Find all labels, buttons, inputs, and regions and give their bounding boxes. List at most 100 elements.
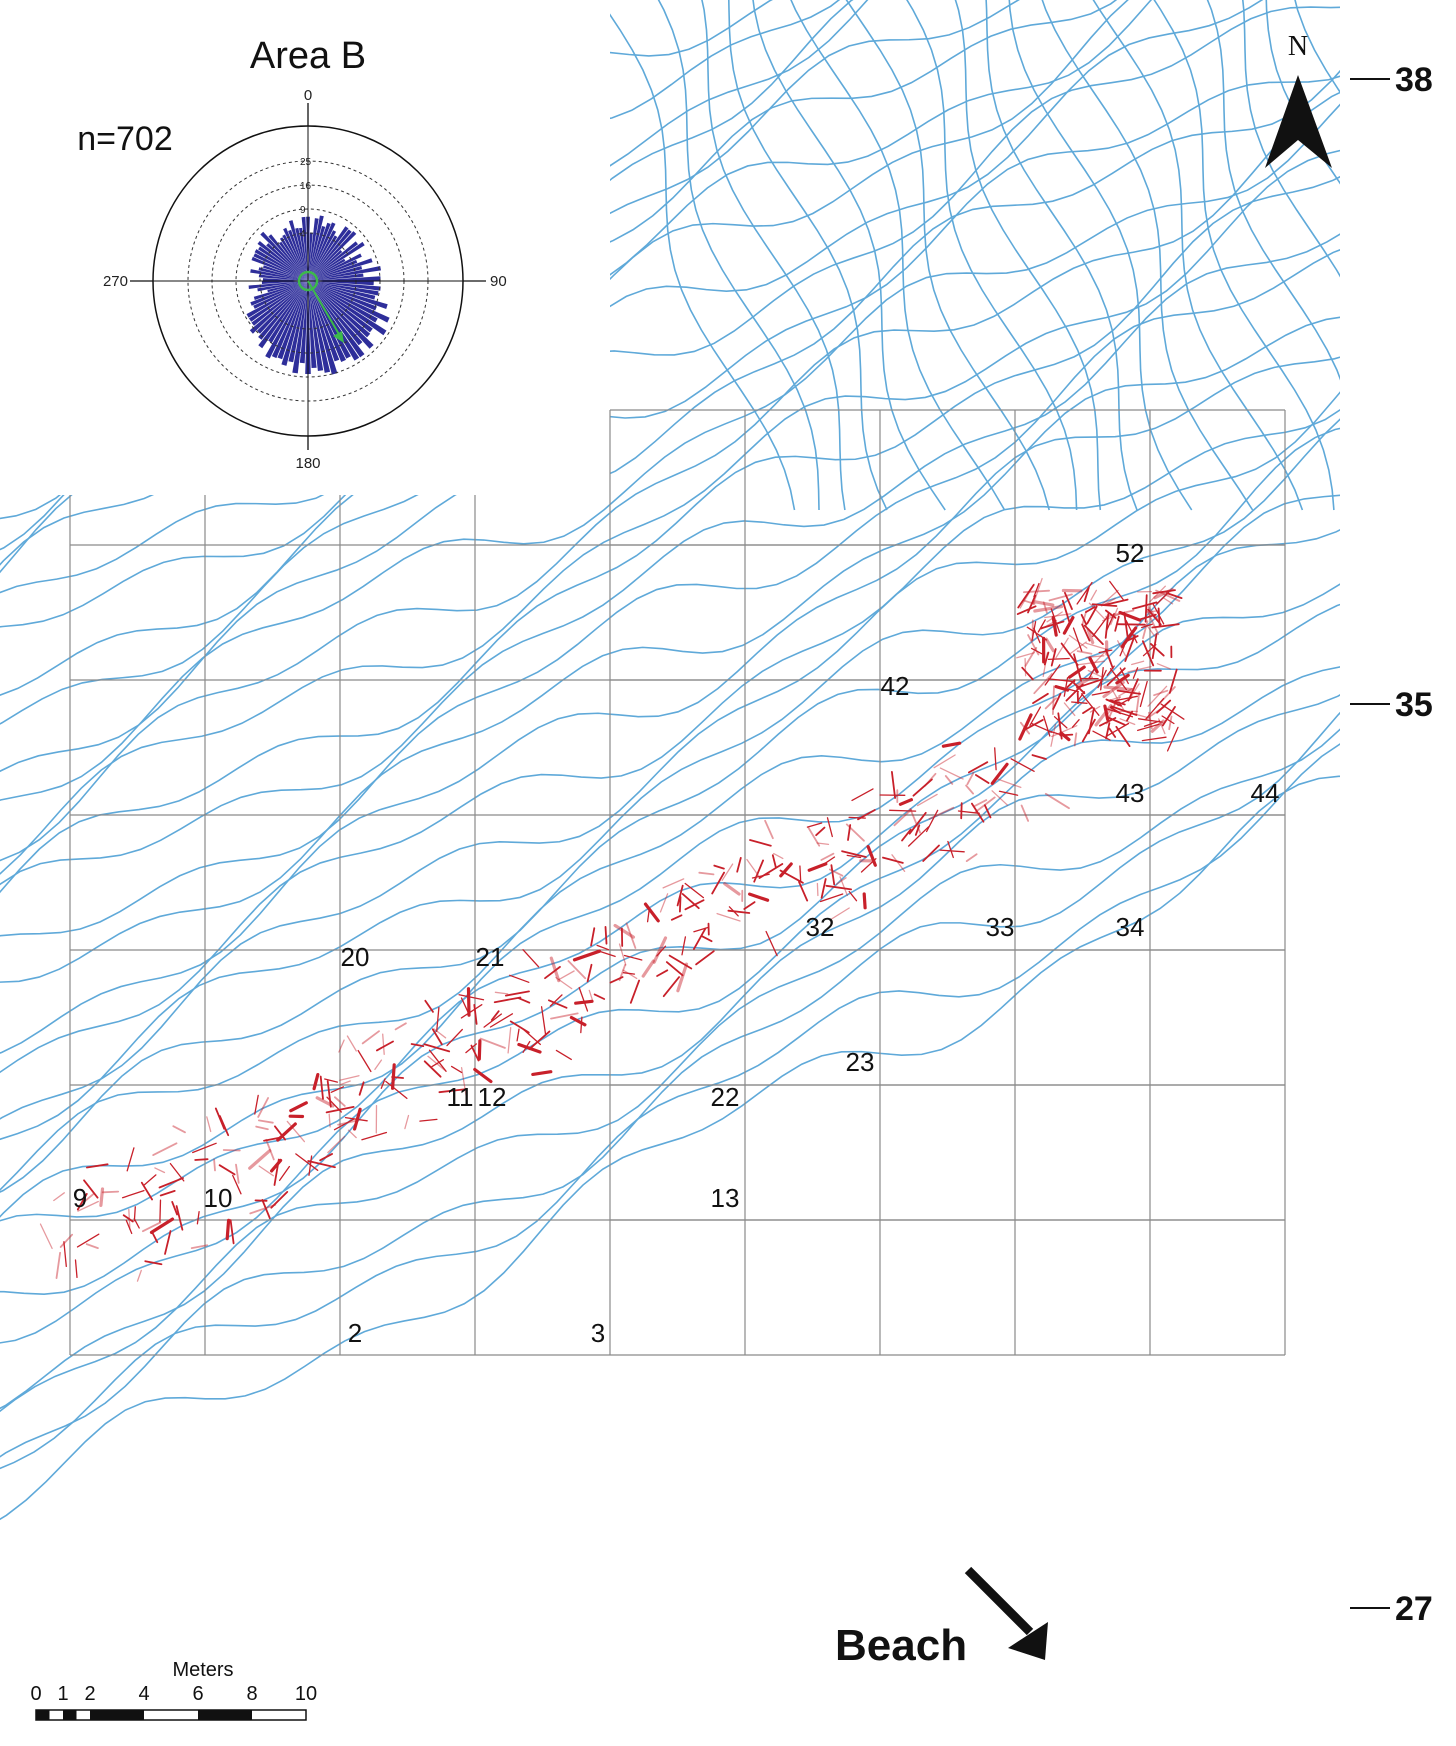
artifact-segment — [939, 849, 965, 853]
artifact-segment — [121, 1189, 145, 1199]
rose-bar — [258, 281, 308, 349]
artifact-segment — [509, 1020, 530, 1034]
artifact-segment — [618, 964, 626, 982]
artifact-segment — [998, 790, 1019, 796]
artifact-segment — [1016, 605, 1037, 615]
rose-bar — [308, 281, 378, 323]
artifact-segment — [807, 827, 821, 847]
artifact-segment — [473, 1004, 478, 1025]
artifact-segment — [338, 1039, 345, 1053]
rose-bar — [308, 258, 373, 281]
rose-bar — [260, 231, 308, 281]
rose-bar — [308, 259, 358, 281]
rose-bar — [308, 281, 331, 373]
contour-line — [0, 25, 1340, 748]
artifact-segment — [1080, 693, 1100, 716]
artifact-segment — [438, 1088, 468, 1094]
artifact-segment — [1085, 642, 1108, 651]
artifact-segment — [493, 996, 522, 1004]
artifact-segment — [1118, 688, 1133, 697]
artifact-segment — [1110, 705, 1138, 716]
contour-line — [0, 647, 1340, 1345]
grid-square-label: 32 — [806, 912, 835, 942]
artifact-segment — [1050, 723, 1057, 747]
grid-square-label: 22 — [711, 1082, 740, 1112]
contour-line — [0, 728, 1340, 1502]
artifact-segment — [1105, 609, 1117, 619]
artifact-segment — [968, 761, 989, 774]
artifact-segment — [994, 747, 997, 771]
artifact-segment — [596, 949, 616, 958]
rose-bar — [246, 281, 308, 318]
artifact-segment — [779, 869, 804, 884]
artifact-segment — [308, 1155, 313, 1176]
artifact-segment — [1137, 723, 1160, 732]
artifact-segment — [891, 854, 906, 872]
artifact-segment — [339, 1075, 360, 1081]
artifact-segment — [1114, 695, 1138, 702]
scale-tick-label: 10 — [295, 1683, 317, 1705]
scale-tick-label: 1 — [57, 1683, 68, 1705]
north-arrow-icon — [1265, 75, 1332, 168]
artifact-segment — [194, 1158, 209, 1161]
contour-line — [0, 127, 1340, 906]
artifact-segment — [1132, 667, 1139, 679]
artifact-segment — [218, 1164, 236, 1176]
artifact-segment — [257, 1119, 274, 1124]
contour-line — [750, 0, 946, 511]
artifact-segment — [347, 1129, 357, 1139]
contour-line — [699, 0, 846, 511]
north-arrow: N — [1265, 31, 1332, 168]
artifact-segment — [489, 1013, 514, 1028]
artifact-segment — [1127, 678, 1139, 702]
artifact-segment — [222, 1149, 241, 1152]
elevation-markers: 38 35 27 — [1350, 61, 1433, 1628]
contour-line — [592, 0, 796, 511]
artifact-segment — [984, 804, 992, 819]
grid-square-label: 9 — [73, 1183, 87, 1213]
artifact-segment — [423, 1043, 451, 1053]
rose-direction-label: 0 — [304, 87, 312, 104]
artifact-segment — [806, 822, 823, 828]
artifact-segment — [346, 1035, 357, 1052]
artifact-segment — [1064, 591, 1073, 610]
artifact-segment — [382, 1033, 385, 1055]
artifact-segment — [746, 858, 760, 877]
artifact-segment — [436, 1006, 440, 1032]
contour-line — [0, 0, 1340, 704]
artifact-segment — [1144, 705, 1166, 721]
rose-direction-label: 90 — [490, 273, 507, 290]
rose-bar — [279, 237, 308, 281]
artifact-segment — [830, 907, 850, 921]
artifact-segment — [882, 856, 904, 864]
artifact-segment — [1081, 623, 1091, 642]
artifact-segment — [295, 1153, 319, 1171]
artifact-segment — [1162, 597, 1174, 605]
artifact-segment — [912, 778, 933, 797]
contour-line — [652, 0, 820, 511]
artifact-segment — [450, 1065, 463, 1074]
contour-line — [1086, 0, 1304, 511]
rose-bar — [308, 281, 363, 346]
artifact-segment — [957, 810, 980, 814]
artifact-segment — [721, 863, 734, 881]
artifact-segment — [1024, 658, 1027, 677]
artifact-segment — [270, 1191, 289, 1209]
beach-arrow-icon — [964, 1566, 1048, 1660]
artifact-segment — [1168, 668, 1178, 694]
artifact-segment — [531, 1070, 553, 1077]
artifact-segment — [569, 1015, 587, 1027]
artifact-segment — [337, 1119, 358, 1126]
artifact-segment — [218, 1115, 230, 1137]
artifact-segment — [358, 1081, 365, 1096]
elevation-marker-27: 27 — [1350, 1590, 1433, 1628]
artifact-segment — [743, 901, 756, 910]
artifact-segment — [839, 876, 848, 897]
artifact-segment — [656, 969, 669, 977]
rose-bar — [258, 246, 308, 281]
artifact-segment — [225, 1218, 231, 1241]
artifact-segment — [1150, 643, 1165, 657]
rose-bar — [267, 281, 308, 293]
artifact-segment — [483, 1013, 503, 1028]
artifact-segment — [433, 1028, 447, 1039]
